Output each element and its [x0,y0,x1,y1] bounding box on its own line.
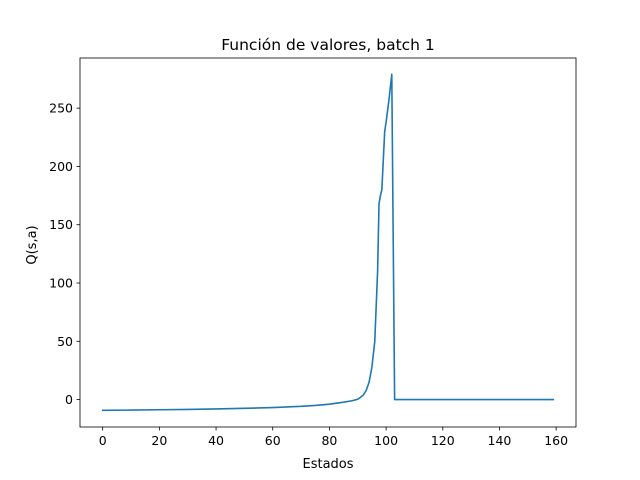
y-tick-label: 200 [49,159,73,174]
y-tick-label: 100 [49,276,73,291]
x-tick-label: 0 [99,433,107,448]
plot-area [79,57,577,428]
y-tick-label: 0 [65,392,73,407]
x-axis: 0 20 40 60 80 100 120 140 160 [99,427,568,448]
chart-title: Función de valores, batch 1 [221,36,435,54]
x-tick-label: 20 [151,433,167,448]
series-line-0 [101,73,555,412]
x-tick-label: 40 [208,433,224,448]
x-axis-label: Estados [302,457,353,472]
x-tick-label: 60 [265,433,281,448]
x-tick-label: 120 [431,433,455,448]
y-tick-label: 50 [57,334,73,349]
y-axis: 0 50 100 150 200 250 [49,101,80,407]
y-tick-label: 250 [49,101,73,116]
axes-frame [79,57,577,428]
x-tick-label: 140 [488,433,512,448]
y-tick-label: 150 [49,217,73,232]
x-tick-label: 80 [321,433,337,448]
x-tick-label: 160 [544,433,568,448]
y-axis-label: Q(s,a) [25,225,40,264]
x-tick-label: 100 [374,433,398,448]
